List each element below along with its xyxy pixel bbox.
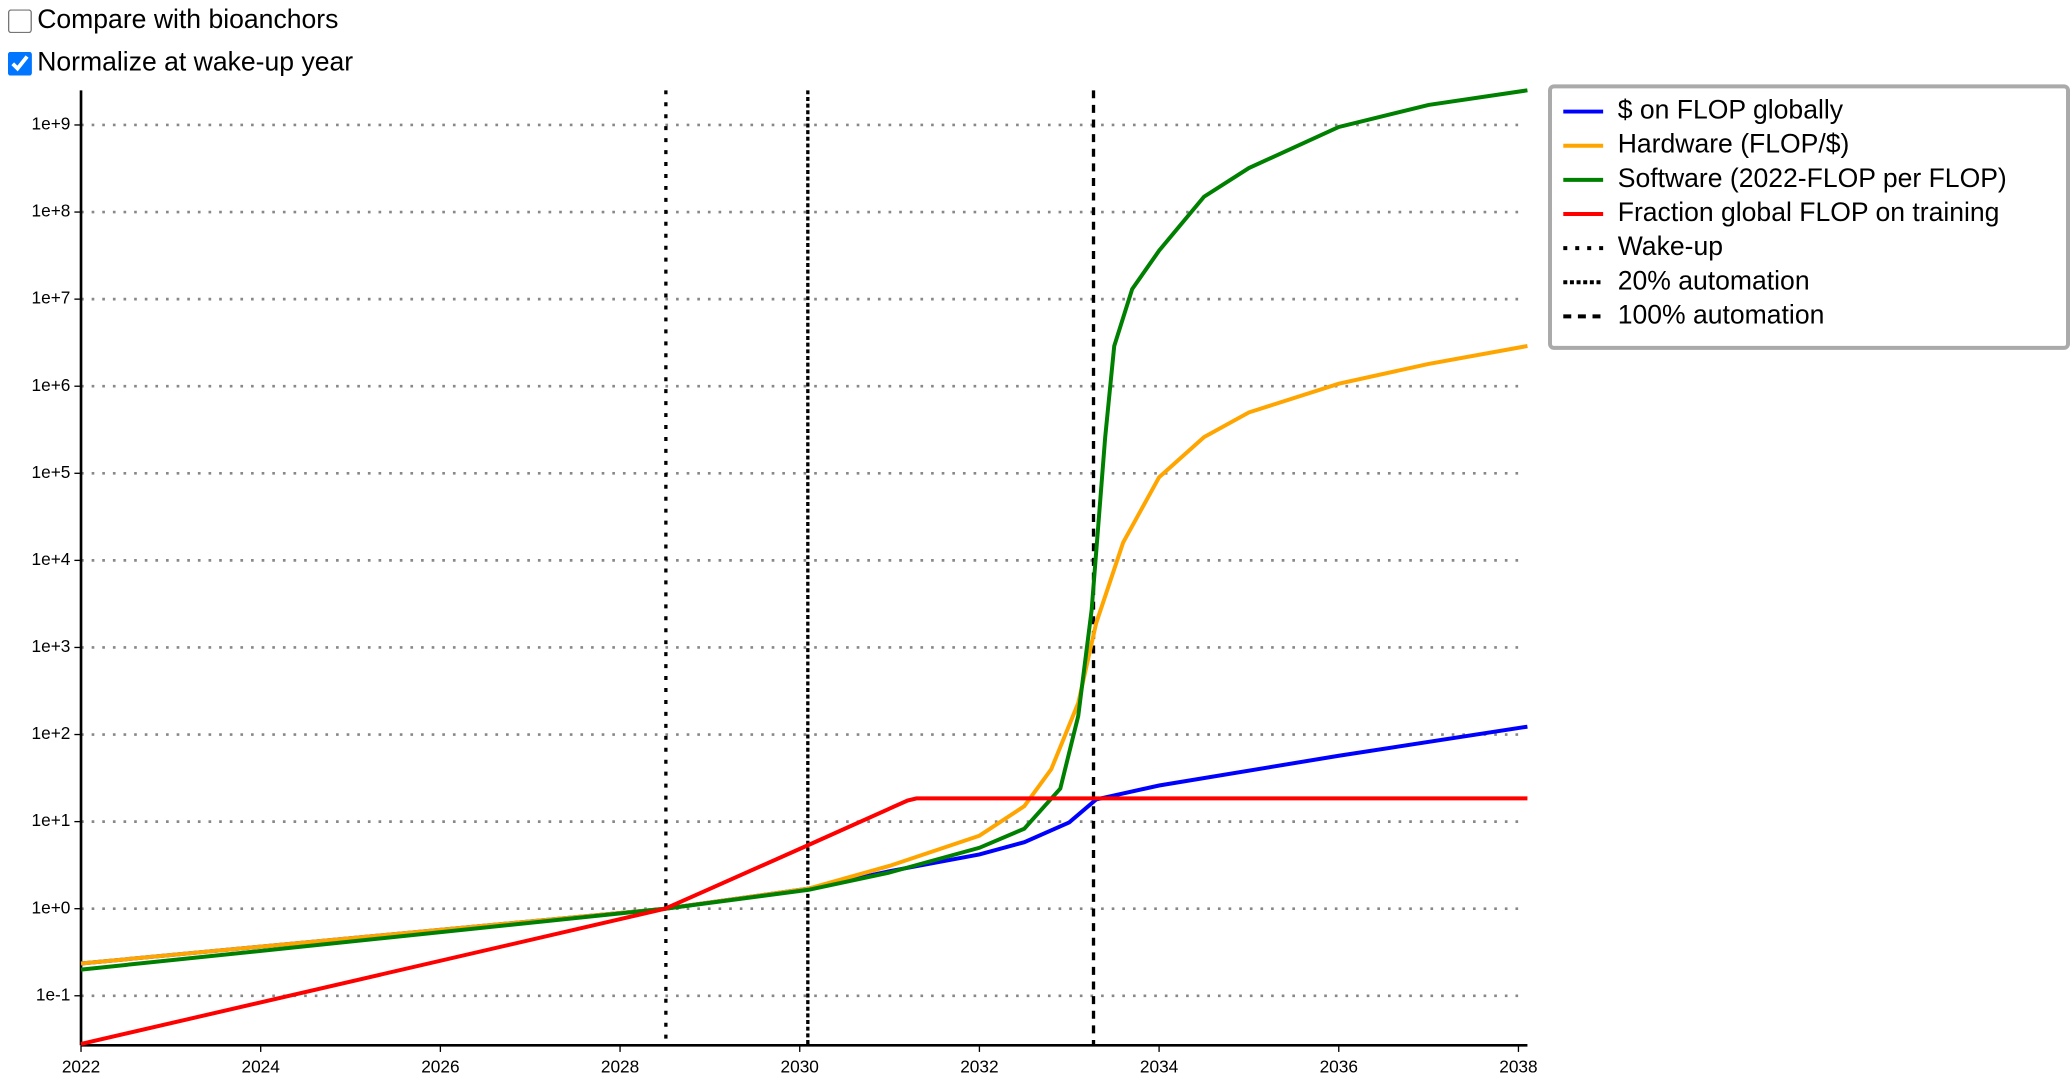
bioanchors-toggle[interactable]: Compare with bioanchors bbox=[5, 5, 338, 36]
legend-label: Fraction global FLOP on training bbox=[1618, 197, 2000, 227]
legend-label: 100% automation bbox=[1618, 299, 1825, 329]
y-tick-label: 1e+8 bbox=[32, 201, 71, 221]
series-line bbox=[80, 796, 1528, 1046]
x-tick-label: 2022 bbox=[62, 1056, 100, 1076]
y-tick-label: 1e+1 bbox=[32, 810, 71, 830]
x-tick-label: 2034 bbox=[1140, 1056, 1179, 1076]
checkbox-label: Compare with bioanchors bbox=[37, 5, 339, 35]
y-tick-label: 1e+7 bbox=[32, 288, 71, 308]
legend-label: Software (2022-FLOP per FLOP) bbox=[1618, 163, 2007, 193]
legend-box bbox=[1548, 84, 2070, 350]
y-tick-label: 1e+9 bbox=[32, 114, 71, 134]
y-tick-label: 1e-1 bbox=[36, 984, 71, 1004]
x-tick-label: 2032 bbox=[960, 1056, 998, 1076]
y-tick-label: 1e+0 bbox=[32, 897, 71, 917]
checkbox[interactable] bbox=[7, 51, 32, 76]
x-tick-label: 2030 bbox=[781, 1056, 819, 1076]
y-tick-label: 1e+2 bbox=[32, 723, 71, 743]
legend-label: 20% automation bbox=[1618, 265, 1810, 295]
legend-label: Hardware (FLOP/$) bbox=[1618, 129, 1850, 159]
x-tick-label: 2028 bbox=[601, 1056, 639, 1076]
series-line bbox=[80, 88, 1528, 972]
normalize-toggle[interactable]: Normalize at wake-up year bbox=[5, 48, 353, 79]
y-tick-label: 1e+4 bbox=[32, 549, 71, 569]
series-line bbox=[80, 344, 1528, 966]
x-tick-label: 2036 bbox=[1320, 1056, 1358, 1076]
x-tick-label: 2026 bbox=[421, 1056, 459, 1076]
checkbox-label: Normalize at wake-up year bbox=[37, 47, 354, 78]
x-tick-label: 2024 bbox=[242, 1056, 281, 1076]
checkbox[interactable] bbox=[7, 8, 32, 33]
legend-label: Wake-up bbox=[1618, 231, 1723, 261]
y-tick-label: 1e+3 bbox=[32, 636, 71, 656]
x-tick-label: 2038 bbox=[1499, 1056, 1537, 1076]
legend-label: $ on FLOP globally bbox=[1618, 95, 1844, 125]
y-tick-label: 1e+5 bbox=[32, 462, 71, 482]
y-tick-label: 1e+6 bbox=[32, 375, 71, 395]
